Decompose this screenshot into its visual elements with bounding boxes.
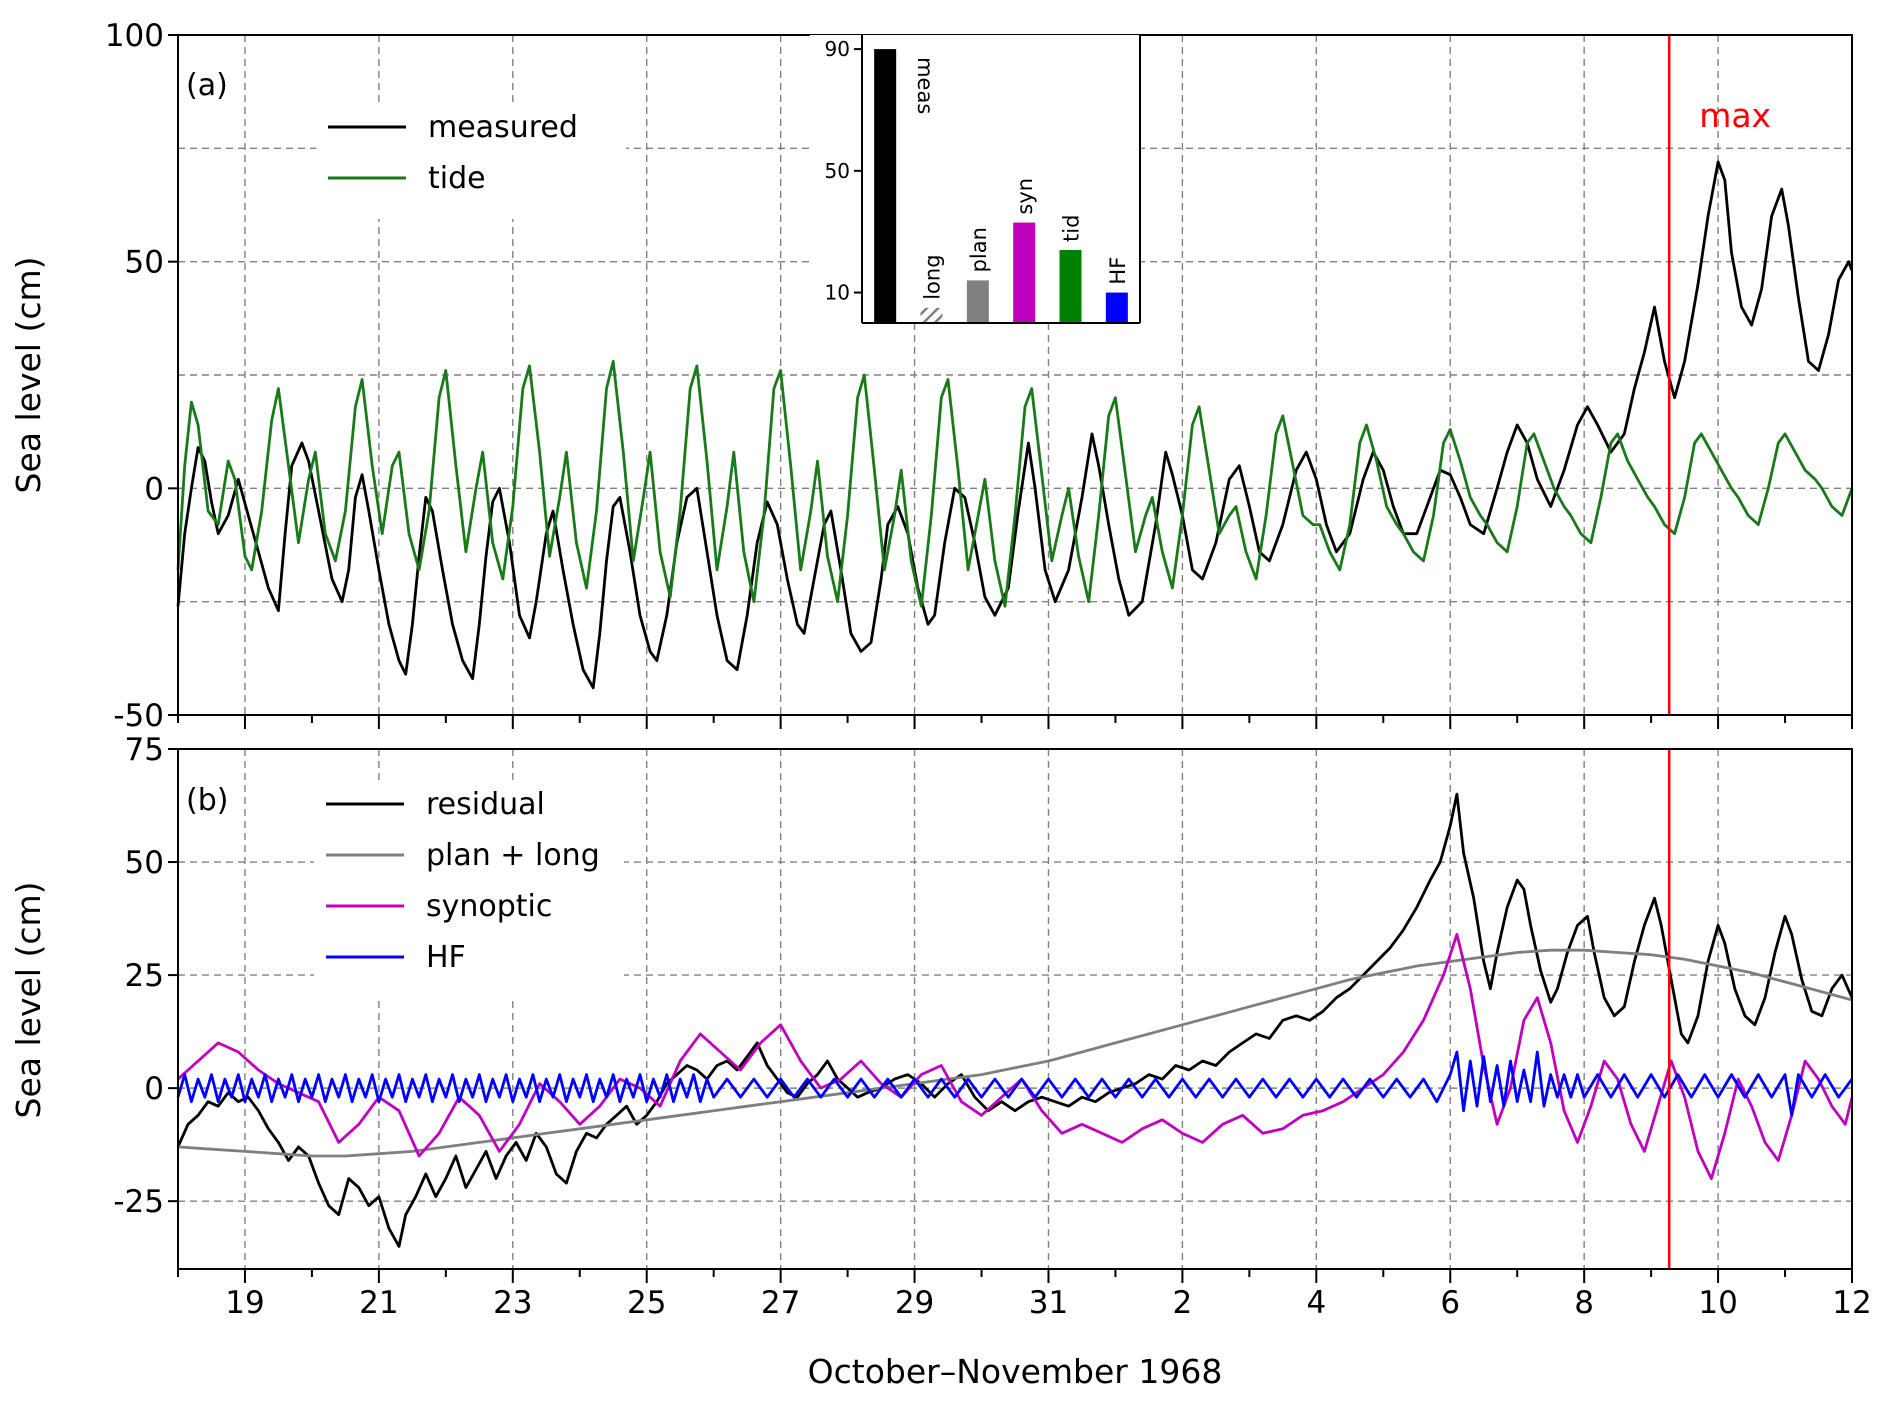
panel-b-legend-label: residual (426, 787, 545, 822)
x-tick-label: 4 (1306, 1285, 1326, 1321)
panel-b-y-tick-label: 0 (144, 1071, 164, 1107)
panel-a-y-axis: -50 0 50 100 (105, 18, 178, 734)
inset-background (810, 35, 1140, 323)
inset-bar-label: HF (1106, 257, 1130, 285)
x-tick-label: 21 (359, 1285, 398, 1321)
panel-a-legend-label: tide (428, 161, 486, 196)
inset-bar-long (920, 307, 943, 323)
panel-a-series-line (176, 360, 1854, 608)
panel-a-series (176, 160, 1854, 690)
panel-a-label: (a) (186, 68, 228, 103)
inset-bar-meas (874, 49, 897, 324)
panel-b-series (176, 792, 1854, 1248)
panel-b-legend-label: plan + long (426, 838, 600, 873)
panel-b-y-tick-label: -25 (113, 1184, 164, 1220)
x-tick-label: 6 (1440, 1285, 1460, 1321)
panel-b-y-tick-label: 50 (125, 845, 164, 881)
panel-b-y-label: Sea level (cm) (9, 882, 48, 1119)
panel-a-legend: measured tide (316, 107, 626, 219)
x-tick-label: 23 (493, 1285, 532, 1321)
panel-a-y-tick-label: -50 (113, 698, 164, 734)
x-tick-label: 31 (1029, 1285, 1068, 1321)
panel-b-x-axis: 19 21 23 25 27 29 31 2 4 6 8 10 12 (177, 1269, 1872, 1321)
panel-b-series-line (176, 1050, 1854, 1117)
inset-bar-label: long (921, 254, 945, 299)
panel-b-frame (177, 748, 1853, 1270)
inset-axis: 10 50 90 (825, 35, 1141, 324)
panel-b-series-line (177, 948, 1853, 1158)
panel-b-label: (b) (186, 783, 228, 818)
panel-b-y-axis: -25 0 25 50 75 (113, 732, 178, 1220)
x-tick-label: 25 (627, 1285, 666, 1321)
inset-bar-label: meas (913, 57, 937, 114)
inset-bar-plan (966, 280, 989, 323)
inset-y-tick-label: 90 (825, 37, 850, 61)
panel-b-series-line (176, 792, 1854, 1248)
panel-a-x-ticks (177, 715, 1853, 729)
x-tick-label: 19 (225, 1285, 264, 1321)
panel-a-y-tick-label: 0 (144, 471, 164, 507)
inset-y-tick-label: 10 (825, 281, 850, 305)
panel-a-y-label: Sea level (cm) (9, 257, 48, 494)
panel-b-y-tick-label: 75 (125, 732, 164, 768)
panel-a-y-tick-label: 100 (105, 18, 164, 54)
panel-b-legend-label: synoptic (426, 889, 552, 924)
panel-b-legend: residual plan + long synoptic HF (314, 784, 624, 998)
panel-a: max -50 0 50 100 (a) measured tide Sea level… (9, 18, 1854, 734)
x-tick-label: 29 (895, 1285, 934, 1321)
inset-bar-tid (1059, 249, 1082, 323)
x-axis-label: October–November 1968 (808, 1352, 1223, 1391)
panel-b-series-line (177, 933, 1854, 1180)
inset-bar-label: syn (1013, 178, 1037, 215)
x-tick-label: 8 (1574, 1285, 1594, 1321)
inset-bar-syn (1013, 222, 1036, 323)
x-tick-label: 10 (1698, 1285, 1737, 1321)
panel-a-y-tick-label: 50 (125, 245, 164, 281)
panel-b-y-tick-label: 25 (125, 958, 164, 994)
inset-bar-label: tid (1060, 215, 1084, 242)
panel-b-legend-label: HF (426, 940, 466, 975)
inset-y-tick-label: 50 (825, 159, 850, 183)
panel-b: -25 0 25 50 75 19 21 23 25 27 29 31 2 4 6 8 10 12 (b) re… (9, 732, 1872, 1391)
panel-b-legend-background (314, 784, 624, 998)
x-tick-label: 2 (1173, 1285, 1193, 1321)
max-annotation: max (1699, 96, 1771, 135)
inset-bar-label: plan (967, 227, 991, 272)
inset-bar-HF (1105, 292, 1128, 323)
panel-a-legend-label: measured (428, 110, 578, 145)
x-tick-label: 12 (1832, 1285, 1871, 1321)
x-tick-label: 27 (761, 1285, 800, 1321)
